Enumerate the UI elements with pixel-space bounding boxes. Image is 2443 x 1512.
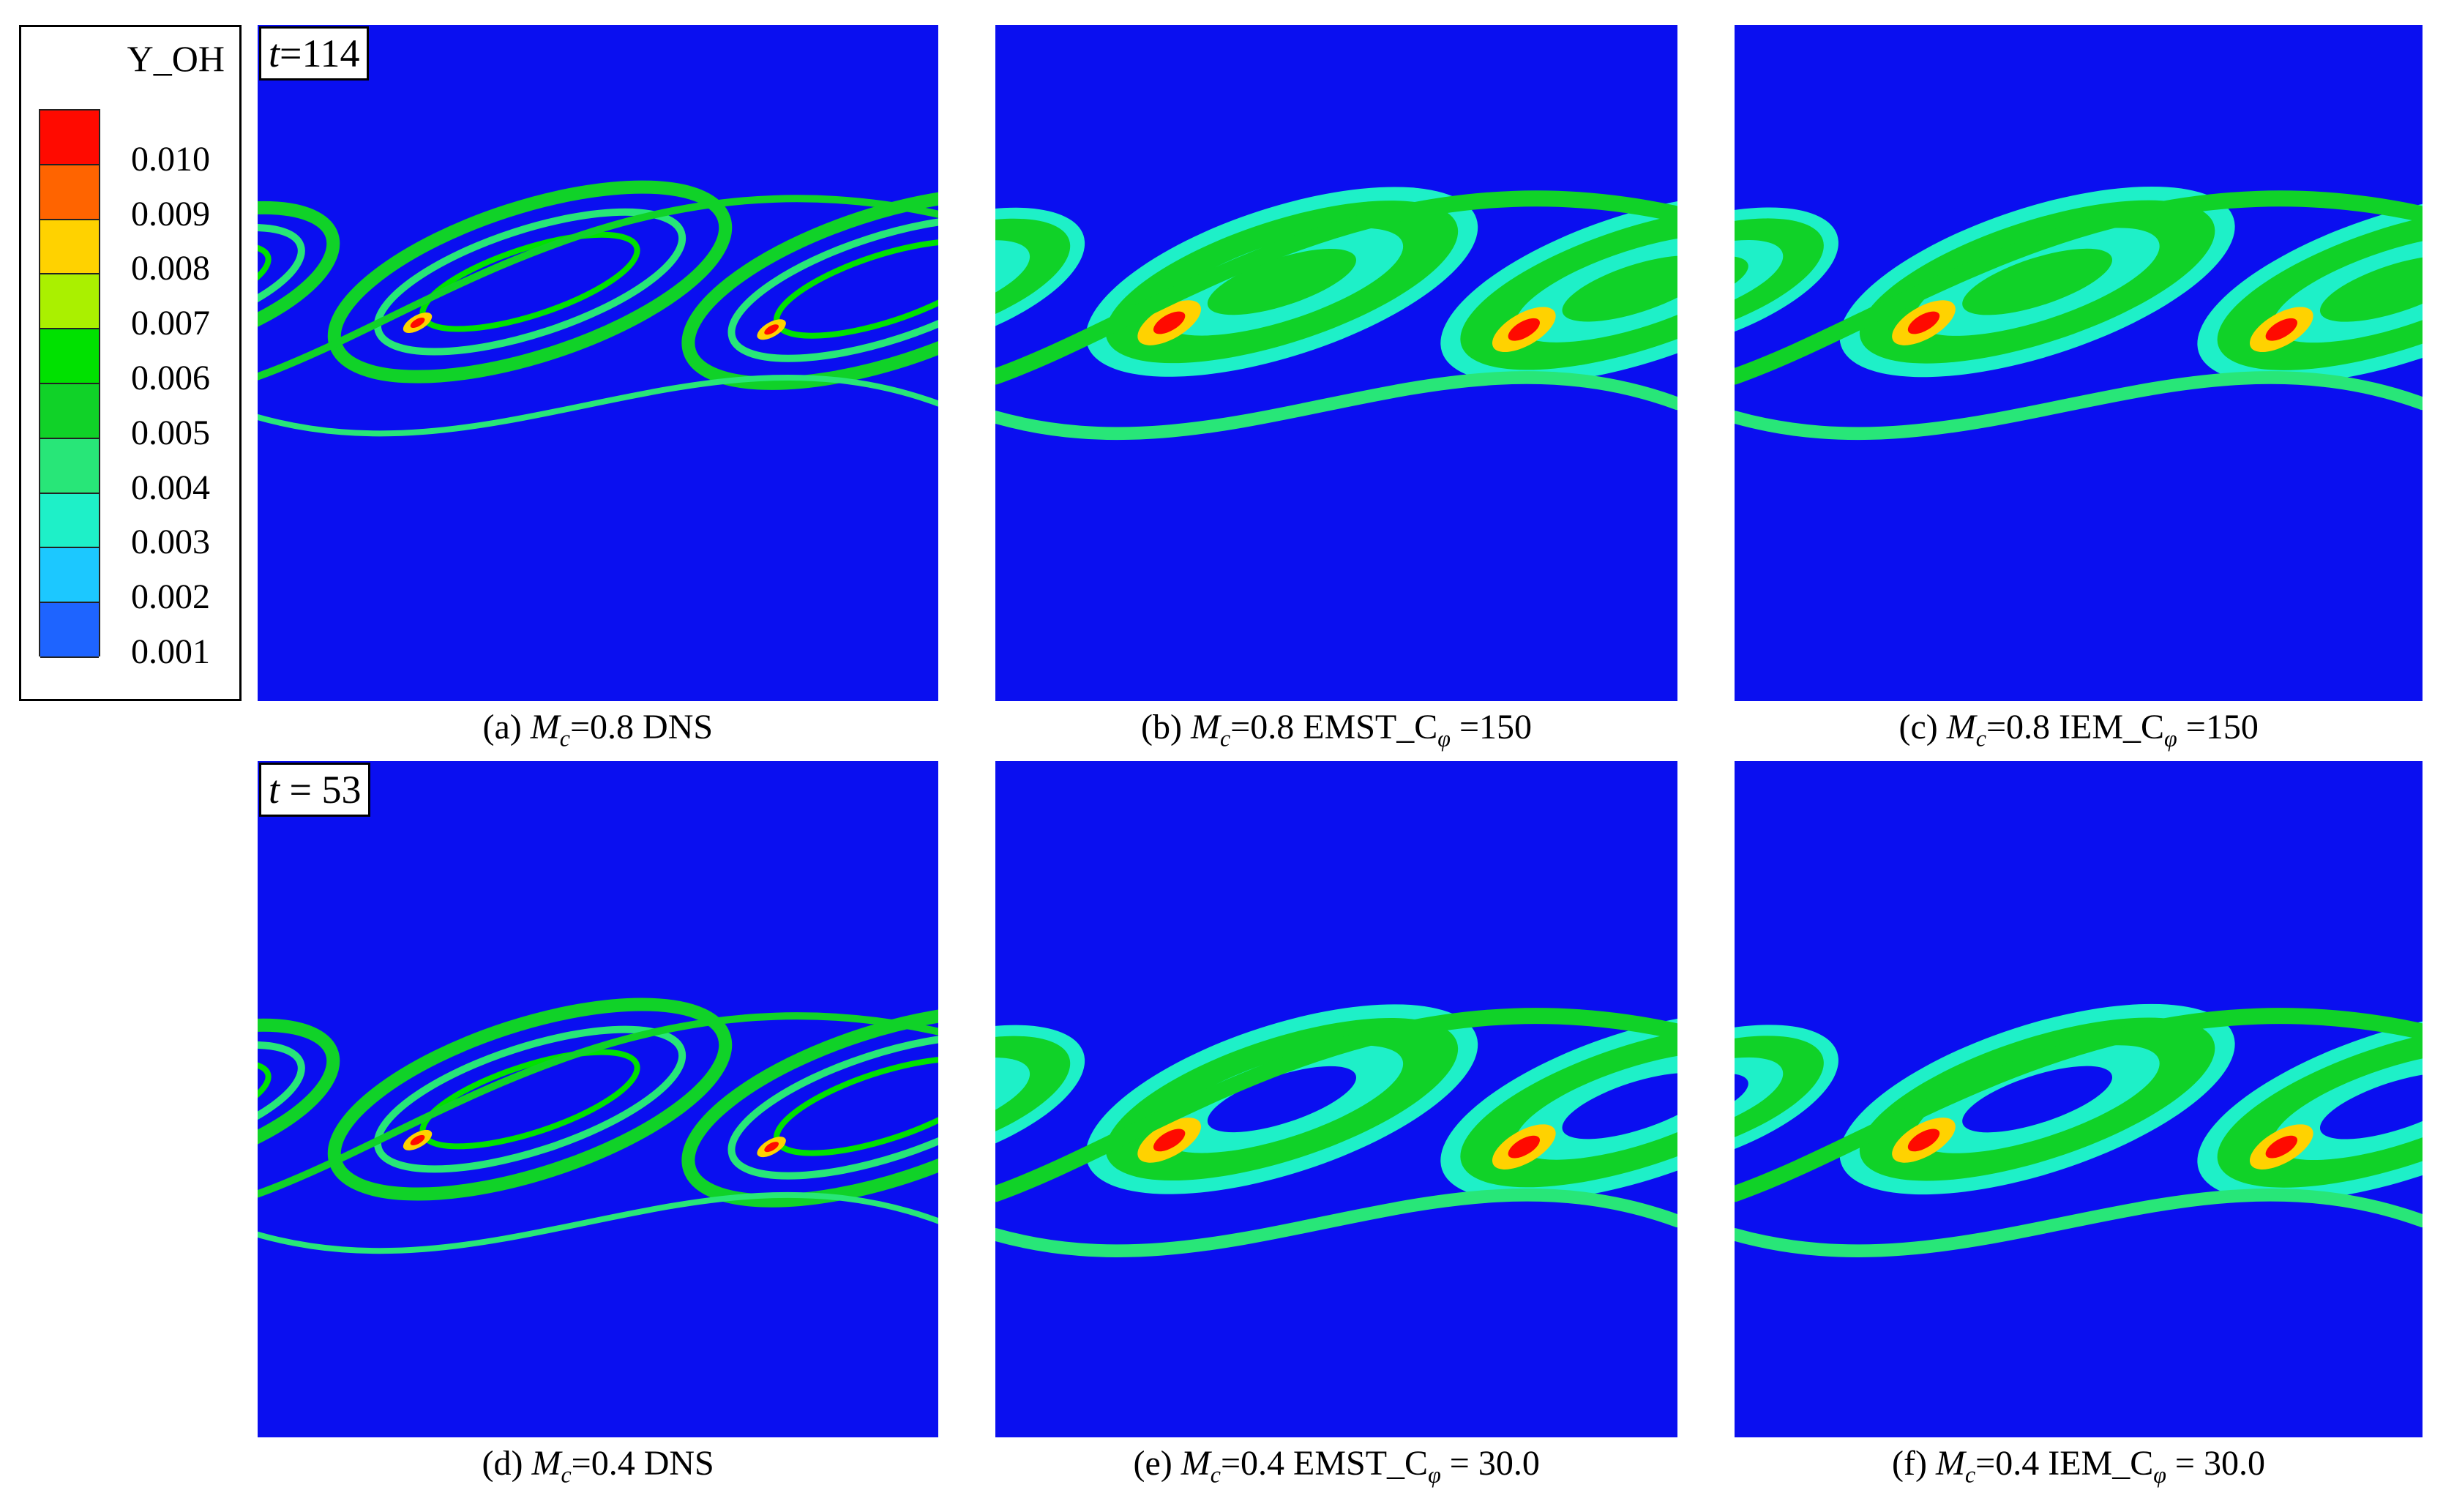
contour-region [764, 324, 779, 335]
colorbar-tick-label: 0.004 [131, 468, 210, 507]
colorbar-tick-label: 0.002 [131, 577, 210, 617]
contour-region [727, 214, 938, 362]
contour-region [764, 1142, 779, 1153]
contour-region [1562, 1073, 1677, 1139]
contour-plot [1735, 1003, 2423, 1257]
contour-filament [995, 1008, 1677, 1202]
contour-region [1907, 1129, 1940, 1152]
colorbar-swatch [40, 111, 99, 165]
panel-caption-c: (c) Mc=0.8 IEM_Cφ =150 [1898, 708, 2259, 752]
contour-region [1207, 249, 1356, 315]
colorbar-swatch [40, 165, 99, 220]
colorbar-tick-label: 0.009 [131, 194, 210, 233]
contour-region [2265, 318, 2297, 341]
contour-region [327, 180, 733, 383]
contour-filament [1735, 371, 2423, 441]
contour-region [258, 223, 305, 340]
contour-plot [995, 187, 1677, 441]
contour-region [258, 1060, 272, 1139]
panel-caption-f: (f) Mc=0.4 IEM_Cφ = 30.0 [1892, 1444, 2265, 1488]
panel-caption-e: (e) Mc=0.4 EMST_Cφ = 30.0 [1133, 1444, 1540, 1488]
contour-region [1508, 1135, 1540, 1159]
legend-title: Y_OH [127, 38, 225, 79]
contour-filament [1735, 1008, 2423, 1202]
colorbar-tick-label: 0.005 [131, 413, 210, 452]
colorbar-swatch [40, 274, 99, 330]
contour-plot [995, 1004, 1677, 1257]
contour-region [258, 1018, 340, 1180]
contour-region [2265, 1135, 2297, 1159]
colorbar-tick-label: 0.007 [131, 304, 210, 343]
contour-region [2319, 1072, 2423, 1139]
colorbar-tick-label: 0.001 [131, 632, 210, 671]
contour-region [258, 242, 272, 321]
contour-region [1562, 255, 1677, 322]
contour-region [1153, 1129, 1186, 1152]
contour-filament [995, 371, 1677, 441]
colorbar-swatch [40, 220, 99, 275]
contour-filament [995, 1189, 1677, 1257]
contour-region [1508, 318, 1540, 341]
contour-region [2319, 255, 2423, 322]
panel-caption-a: (a) Mc=0.8 DNS [482, 708, 714, 752]
colorbar-swatch [40, 438, 99, 494]
contour-region [373, 1025, 686, 1173]
contour-filament [258, 1012, 938, 1198]
contour-filament [258, 1191, 938, 1254]
panel-caption-b: (b) Mc=0.8 EMST_Cφ =150 [1141, 708, 1533, 752]
contour-region [727, 1032, 938, 1180]
contour-region [410, 318, 425, 329]
colorbar-tick-label: 0.006 [131, 359, 210, 397]
colorbar-tick-label: 0.003 [131, 523, 210, 562]
contour-region [327, 998, 733, 1201]
contour-region [1962, 248, 2113, 315]
contour-region [1907, 311, 1940, 334]
contour-filament [995, 190, 1677, 385]
contour-panel-c [1735, 25, 2423, 701]
contour-region [1207, 1066, 1356, 1133]
contour-filament [1735, 1189, 2423, 1257]
contour-filament [1735, 190, 2423, 385]
contour-panel-d: t = 53 [258, 761, 938, 1437]
colorbar-swatch [40, 603, 99, 658]
colorbar-legend: Y_OH 0.010 0.009 0.008 0.007 0.006 0.005 0.004… [19, 25, 242, 701]
colorbar-tick-label: 0.008 [131, 249, 210, 288]
contour-panel-e [995, 761, 1677, 1437]
contour-plot [258, 180, 938, 437]
colorbar-swatch [40, 329, 99, 384]
colorbar-swatch [40, 493, 99, 549]
contour-plot [258, 998, 938, 1254]
contour-region [258, 201, 340, 363]
contour-region [258, 1041, 305, 1158]
contour-filament [258, 195, 938, 381]
contour-panel-a: t=114 [258, 25, 938, 701]
contour-plot [1735, 186, 2423, 441]
contour-region [1153, 311, 1186, 334]
time-label: t = 53 [259, 763, 371, 817]
contour-panel-f [1735, 761, 2423, 1437]
contour-region [1962, 1066, 2113, 1133]
panel-caption-d: (d) Mc=0.4 DNS [482, 1444, 714, 1488]
contour-region [410, 1134, 425, 1145]
colorbar-swatch [40, 384, 99, 439]
contour-panel-b [995, 25, 1677, 701]
contour-region [681, 1004, 938, 1208]
colorbar-tick-label: 0.010 [131, 139, 210, 179]
colorbar-swatch [40, 548, 99, 604]
time-label: t=114 [259, 26, 370, 81]
contour-filament [258, 374, 938, 437]
contour-region [373, 208, 686, 356]
contour-region [681, 187, 938, 390]
colorbar [39, 109, 100, 658]
